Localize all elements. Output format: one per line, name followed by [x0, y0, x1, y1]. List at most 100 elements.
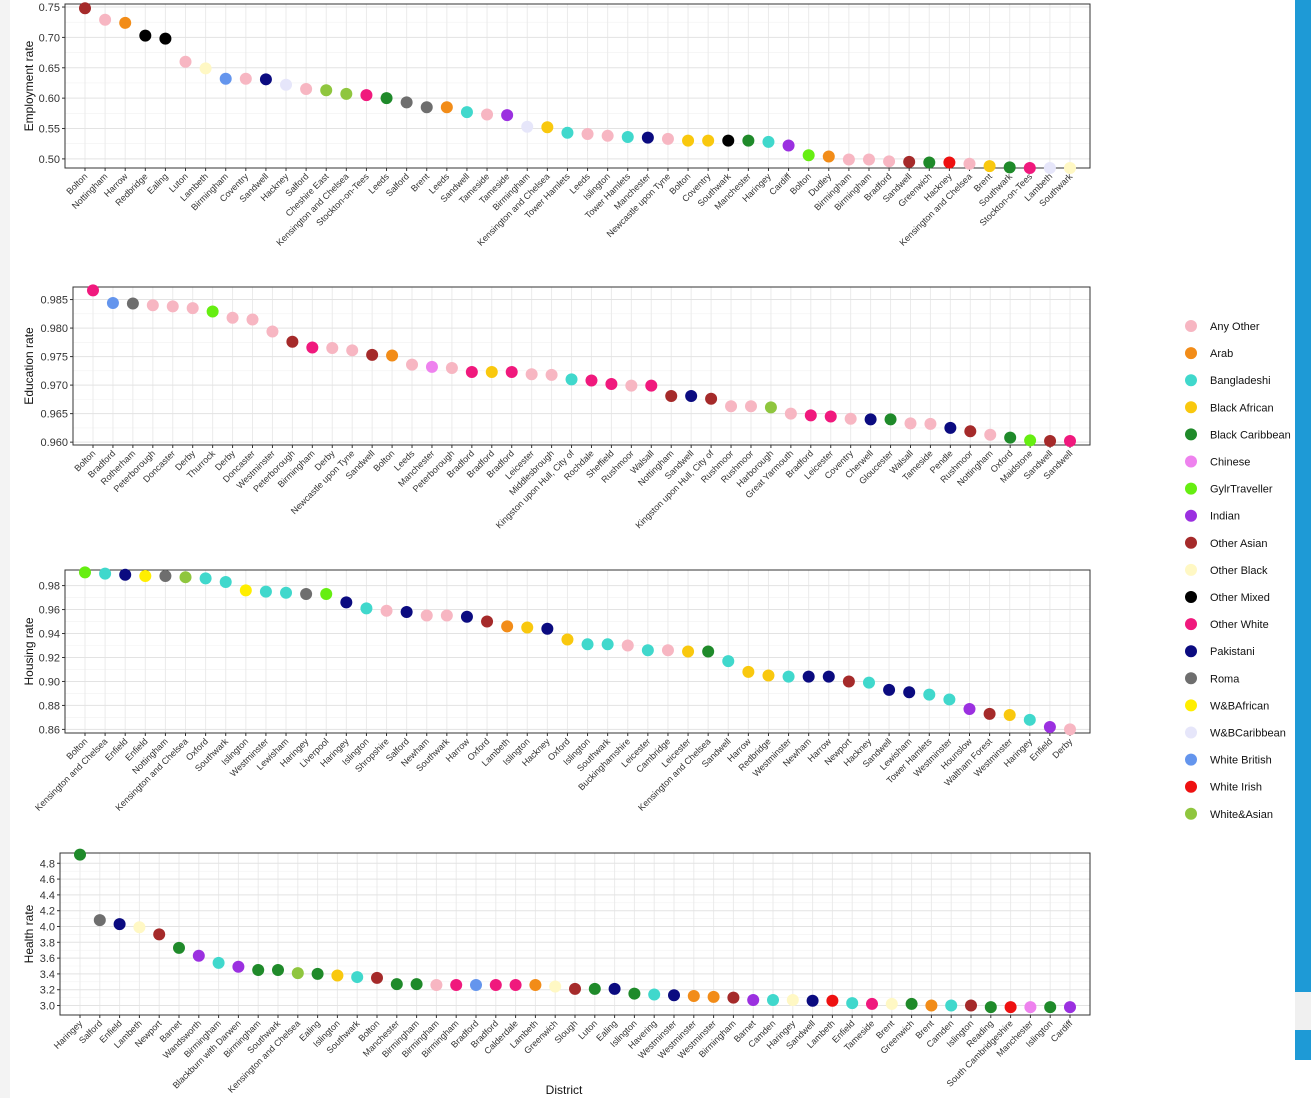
- y-tick-label: 3.2: [40, 985, 55, 997]
- data-point-other-white: [605, 377, 618, 390]
- data-point-arab: [529, 978, 542, 991]
- data-point-any-other: [266, 325, 279, 338]
- data-point-black-caribbean: [272, 963, 284, 976]
- legend-label: Chinese: [1210, 457, 1250, 469]
- data-point-pakistani: [822, 670, 835, 683]
- data-point-other-asian: [727, 991, 740, 1004]
- plot-border: [72, 286, 1091, 446]
- data-point-black-caribbean: [702, 645, 715, 658]
- data-point-arab: [386, 349, 399, 362]
- data-point-roma: [126, 297, 139, 310]
- y-axis-label: Employment rate: [22, 40, 36, 131]
- legend-item-arab: Arab: [1185, 347, 1233, 360]
- data-point-bangladeshi: [862, 676, 875, 689]
- legend-label: Indian: [1210, 511, 1240, 523]
- y-tick-label: 0.88: [39, 700, 60, 712]
- data-point-white-british: [470, 978, 482, 991]
- data-point-black-caribbean: [923, 156, 936, 169]
- y-tick-label: 0.60: [39, 93, 60, 105]
- data-point-w-bafrican: [239, 584, 252, 597]
- y-tick-label: 0.70: [39, 32, 60, 44]
- data-point-w-bcaribbean: [280, 78, 293, 91]
- legend-swatch: [1185, 401, 1197, 414]
- y-tick-label: 3.0: [40, 1001, 55, 1013]
- data-point-black-caribbean: [884, 413, 897, 426]
- y-tick-label: 0.55: [39, 124, 60, 136]
- y-tick-label: 0.90: [39, 676, 60, 688]
- data-point-any-other: [842, 153, 855, 166]
- data-point-any-other: [246, 313, 259, 326]
- y-tick-label: 0.985: [40, 295, 68, 307]
- data-point-bangladeshi: [99, 567, 112, 580]
- legend-label: Bangladeshi: [1210, 375, 1271, 387]
- y-tick-label: 0.86: [39, 724, 60, 736]
- y-tick-label: 0.65: [39, 63, 60, 75]
- data-point-other-asian: [286, 335, 299, 348]
- data-point-other-white: [824, 410, 837, 423]
- data-point-any-other: [625, 379, 638, 392]
- legend-label: W&BCaribbean: [1210, 728, 1286, 740]
- legend-label: Other Mixed: [1210, 592, 1270, 604]
- legend-item-gylrtraveller: GylrTraveller: [1185, 482, 1273, 496]
- data-point-indian: [232, 960, 245, 973]
- data-point-any-other: [784, 407, 797, 420]
- y-tick-label: 0.92: [39, 652, 60, 664]
- data-point-any-other: [326, 342, 339, 355]
- data-point-bangladeshi: [846, 997, 859, 1010]
- data-point-any-other: [904, 417, 917, 430]
- data-point-white-asian: [320, 84, 333, 97]
- legend-item-pakistani: Pakistani: [1185, 645, 1255, 658]
- data-point-bangladeshi: [212, 956, 225, 969]
- data-point-any-other: [99, 13, 112, 26]
- data-point-bangladeshi: [943, 693, 956, 706]
- data-point-bangladeshi: [762, 135, 775, 148]
- data-point-other-white: [360, 89, 373, 102]
- legend-label: Other Black: [1210, 565, 1268, 577]
- y-tick-label: 0.980: [40, 323, 68, 335]
- legend-label: Black African: [1210, 402, 1274, 414]
- data-point-other-white: [450, 978, 463, 991]
- legend-swatch: [1185, 807, 1197, 820]
- data-point-indian: [963, 703, 976, 716]
- legend-swatch: [1185, 726, 1197, 739]
- y-tick-label: 0.965: [40, 409, 68, 421]
- data-point-any-other: [445, 361, 458, 374]
- legend-label: Black Caribbean: [1210, 429, 1291, 441]
- y-tick-label: 0.970: [40, 380, 68, 392]
- data-point-any-other: [725, 400, 738, 413]
- data-point-other-white: [1064, 435, 1076, 448]
- data-point-any-other: [862, 153, 875, 166]
- data-point-black-caribbean: [390, 978, 403, 991]
- data-point-bangladeshi: [945, 999, 958, 1012]
- data-point-other-black: [1064, 162, 1076, 174]
- window-edge-strip: [1295, 0, 1311, 1098]
- legend-label: White Irish: [1210, 782, 1262, 794]
- data-point-other-asian: [842, 675, 855, 688]
- data-point-other-asian: [665, 389, 678, 402]
- data-point-other-mixed: [139, 29, 152, 42]
- legend-swatch: [1185, 509, 1197, 522]
- data-point-other-asian: [903, 155, 916, 168]
- data-point-other-asian: [983, 707, 996, 720]
- data-point-any-other: [226, 311, 239, 324]
- data-point-black-caribbean: [74, 848, 86, 861]
- data-point-any-other: [1064, 723, 1076, 736]
- data-point-black-african: [702, 134, 715, 147]
- data-point-pakistani: [541, 622, 554, 635]
- legend-item-roma: Roma: [1185, 672, 1240, 685]
- legend-swatch: [1185, 428, 1197, 441]
- window-edge-gap: [1295, 992, 1311, 1030]
- data-point-any-other: [481, 108, 494, 121]
- data-point-any-other: [844, 412, 857, 425]
- data-point-black-caribbean: [742, 134, 755, 147]
- legend-item-any-other: Any Other: [1185, 320, 1260, 333]
- data-point-w-bafrican: [139, 569, 152, 582]
- data-point-arab: [687, 990, 700, 1003]
- data-point-any-other: [346, 344, 359, 357]
- data-point-white-asian: [340, 87, 353, 100]
- data-point-black-african: [742, 665, 755, 678]
- data-point-other-white: [585, 374, 598, 387]
- data-point-any-other: [883, 155, 896, 168]
- data-point-bangladeshi: [351, 971, 364, 984]
